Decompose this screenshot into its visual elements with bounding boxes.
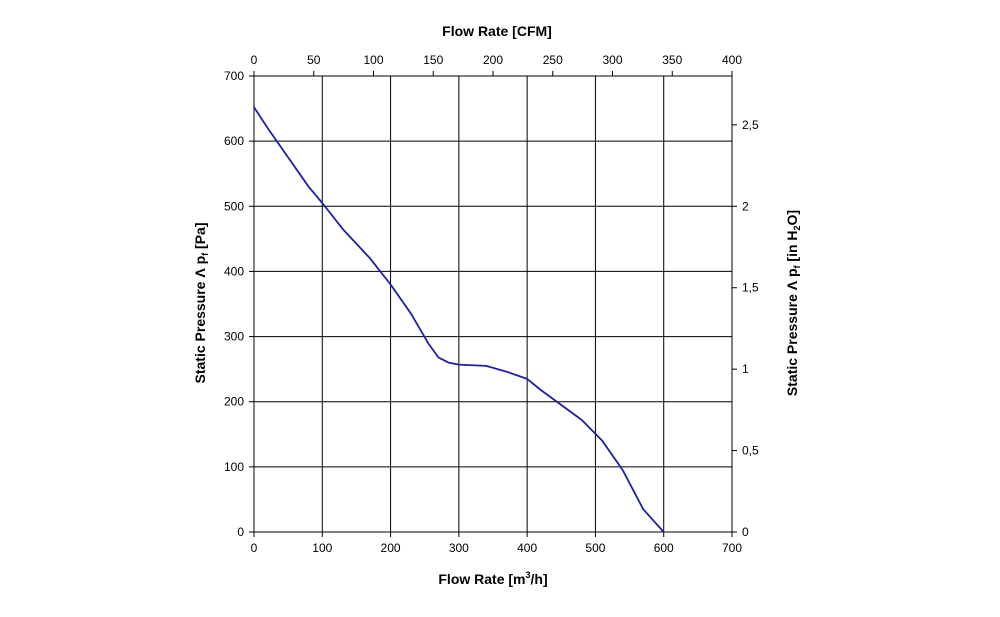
x-axis-title-bottom-sup: 3: [526, 570, 531, 580]
y-tick-label-left: 700: [224, 69, 244, 83]
y-axis-title-right-main: Static Pressure Λ p: [784, 268, 800, 396]
x-axis-title-bottom: Flow Rate [m3/h]: [438, 570, 547, 587]
y-tick-label-right: 2,5: [742, 118, 759, 132]
y-axis-title-right-end: O]: [784, 210, 800, 226]
y-axis-title-right: Static Pressure Λ pf [in H2O]: [784, 210, 802, 396]
x-tick-label-top: 200: [483, 53, 503, 67]
y-axis-title-left-end: [Pa]: [192, 223, 208, 253]
x-tick-label-bottom: 0: [251, 541, 258, 555]
y-tick-label-left: 500: [224, 199, 244, 213]
y-tick-label-left: 100: [224, 460, 244, 474]
x-tick-label-top: 250: [543, 53, 563, 67]
y-tick-label-left: 300: [224, 330, 244, 344]
y-axis-title-left: Static Pressure Λ pf [Pa]: [192, 223, 210, 384]
x-tick-label-bottom: 100: [312, 541, 332, 555]
y-tick-label-right: 2: [742, 199, 749, 213]
x-tick-label-bottom: 400: [517, 541, 537, 555]
x-axis-title-bottom-end: /h]: [531, 571, 548, 587]
y-tick-label-right: 0: [742, 525, 749, 539]
y-axis-title-right-mid: [in H: [784, 230, 800, 265]
x-tick-label-top: 400: [722, 53, 742, 67]
series-layer: [253, 106, 665, 533]
grid: [253, 75, 733, 533]
series-line-pressure-curve: [253, 106, 665, 533]
x-tick-label-top: 350: [662, 53, 682, 67]
x-tick-label-bottom: 700: [722, 541, 742, 555]
y-tick-label-right: 0,5: [742, 444, 759, 458]
x-tick-label-top: 150: [423, 53, 443, 67]
x-tick-label-bottom: 500: [585, 541, 605, 555]
plot-frame: [253, 75, 733, 533]
x-tick-label-bottom: 600: [654, 541, 674, 555]
y-tick-label-left: 400: [224, 264, 244, 278]
ticks: 0 100 200 300 400 500 600 700010020030040050060…: [224, 53, 759, 555]
y-axis-title-right-sub2: 2: [792, 225, 802, 230]
y-tick-label-right: 1: [742, 362, 749, 376]
x-tick-label-bottom: 300: [449, 541, 469, 555]
x-axis-title-top: Flow Rate [CFM]: [442, 23, 552, 39]
x-tick-label-top: 0: [251, 53, 258, 67]
x-tick-label-top: 50: [307, 53, 321, 67]
x-tick-label-bottom: 200: [381, 541, 401, 555]
y-tick-label-left: 200: [224, 395, 244, 409]
y-axis-title-left-sub: f: [200, 252, 210, 256]
x-tick-label-top: 100: [363, 53, 383, 67]
y-tick-label-right: 1,5: [742, 281, 759, 295]
y-tick-label-left: 0: [237, 525, 244, 539]
x-tick-label-top: 300: [602, 53, 622, 67]
y-axis-title-right-sub: f: [792, 264, 802, 268]
y-axis-title-left-main: Static Pressure Λ p: [192, 256, 208, 384]
y-tick-label-left: 600: [224, 134, 244, 148]
x-axis-title-bottom-main: Flow Rate [m: [438, 571, 525, 587]
